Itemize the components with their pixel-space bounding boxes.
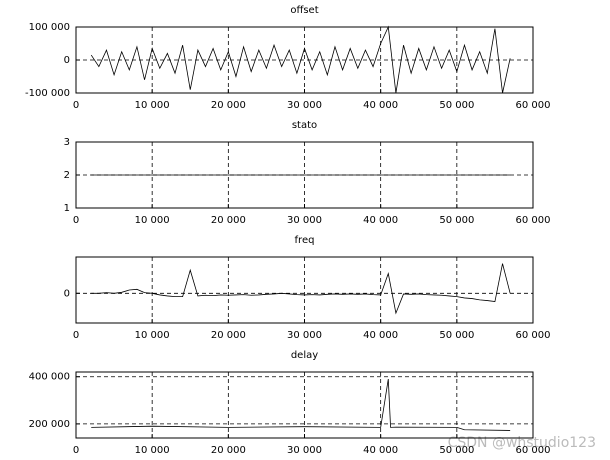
y-tick-label: 200 000	[29, 419, 70, 430]
x-tick-label: 40 000	[363, 100, 398, 111]
y-tick-label: 100 000	[29, 22, 70, 33]
x-tick-label: 10 000	[135, 100, 170, 111]
x-tick-label: 30 000	[287, 100, 322, 111]
x-tick-label: 10 000	[135, 330, 170, 341]
subplot: delay 0 10 000 20 000 30 000 40 000 50 000 60 0…	[29, 350, 551, 456]
x-tick-label: 10 000	[135, 215, 170, 226]
x-tick-label: 20 000	[211, 215, 246, 226]
subplot-title: freq	[295, 235, 315, 246]
y-tick-label: 0	[64, 55, 70, 66]
x-tick-label: 20 000	[211, 330, 246, 341]
x-tick-label: 30 000	[287, 330, 322, 341]
x-tick-label: 50 000	[439, 445, 474, 456]
x-tick-label: 60 000	[516, 330, 551, 341]
y-tick-label: 400 000	[29, 372, 70, 383]
data-line	[90, 25, 511, 94]
x-tick-label: 0	[73, 215, 79, 226]
subplot-title: delay	[291, 350, 318, 361]
x-tick-label: 60 000	[516, 100, 551, 111]
x-tick-label: 40 000	[363, 215, 398, 226]
subplot: offset 0 10 000 20 000 30 000 40 000 50 000 60 …	[25, 5, 550, 111]
subplot-title: stato	[292, 120, 317, 131]
plot-frame	[75, 26, 534, 94]
x-tick-label: 20 000	[211, 100, 246, 111]
x-tick-label: 40 000	[363, 445, 398, 456]
plot-frame	[75, 256, 534, 324]
data-line	[91, 263, 511, 315]
y-tick-label: 0	[64, 288, 70, 299]
plot-frame	[75, 141, 534, 209]
data-line	[91, 379, 511, 431]
y-tick-label: 2	[64, 170, 70, 181]
x-tick-label: 0	[73, 100, 79, 111]
plot-frame	[75, 371, 534, 439]
x-tick-label: 40 000	[363, 330, 398, 341]
x-tick-label: 50 000	[439, 215, 474, 226]
watermark: CSDN @whstudio123	[448, 435, 596, 451]
y-tick-label: -100 000	[25, 88, 70, 99]
x-tick-label: 10 000	[135, 445, 170, 456]
subplot-title: offset	[290, 5, 318, 16]
x-tick-label: 50 000	[439, 330, 474, 341]
x-tick-label: 50 000	[439, 100, 474, 111]
x-tick-label: 0	[73, 330, 79, 341]
y-tick-label: 3	[64, 137, 70, 148]
subplot: freq 0 10 000 20 000 30 000 40 000 50 000 60 00…	[64, 235, 551, 341]
x-tick-label: 30 000	[287, 445, 322, 456]
x-tick-label: 30 000	[287, 215, 322, 226]
x-tick-label: 60 000	[516, 445, 551, 456]
x-tick-label: 20 000	[211, 445, 246, 456]
x-tick-label: 0	[73, 445, 79, 456]
y-tick-label: 1	[64, 203, 70, 214]
x-tick-label: 60 000	[516, 215, 551, 226]
subplot: stato 0 10 000 20 000 30 000 40 000 50 000 60 0…	[64, 120, 551, 226]
